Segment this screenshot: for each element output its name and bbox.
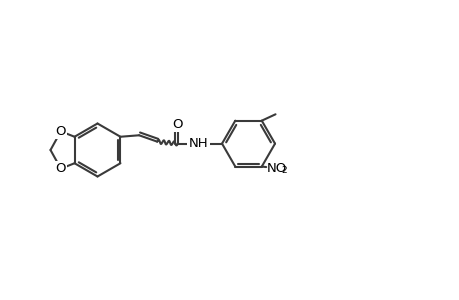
Text: NO: NO [267, 161, 287, 175]
Text: O: O [56, 162, 66, 175]
Text: O: O [56, 125, 66, 138]
Text: 2: 2 [280, 166, 286, 175]
Text: NH: NH [188, 137, 208, 150]
Text: O: O [172, 118, 183, 131]
